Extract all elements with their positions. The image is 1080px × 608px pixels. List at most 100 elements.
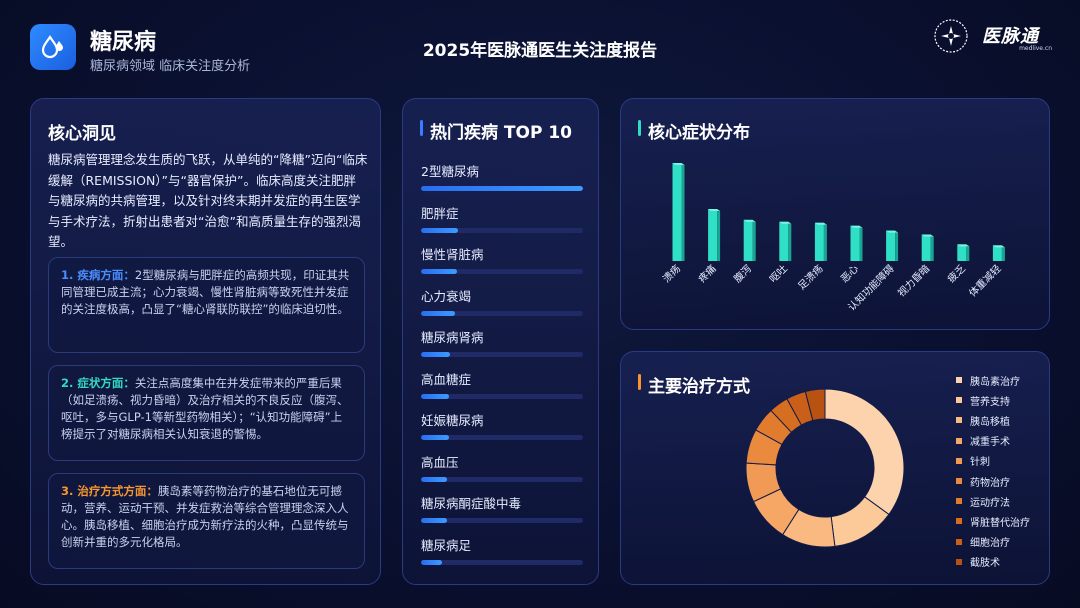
disease-label: 肥胖症 bbox=[421, 205, 459, 221]
disease-bar-track bbox=[421, 310, 583, 316]
legend-item: 药物治疗 bbox=[956, 471, 1030, 491]
disease-label: 高血糖症 bbox=[421, 371, 472, 387]
legend-label: 减重手术 bbox=[970, 437, 1010, 449]
legend-label: 药物治疗 bbox=[970, 477, 1010, 489]
legend-item: 减重手术 bbox=[956, 431, 1030, 451]
disease-bar-track bbox=[421, 476, 583, 482]
disease-item: 糖尿病酮症酸中毒 bbox=[421, 493, 583, 523]
disease-bar-track bbox=[421, 435, 583, 440]
title-accent-mark bbox=[638, 120, 641, 136]
disease-bar-track bbox=[421, 352, 583, 357]
disease-bar-fill bbox=[421, 476, 447, 482]
symptom-card: 溃疡 疼痛 腹泻 呕吐 足溃疡 恶心 认知功能障碍 视力昏暗 疲乏 体重减轻 核心症状分布 bbox=[620, 98, 1050, 330]
disease-bar-fill bbox=[421, 269, 457, 274]
symptom-tick-label: 视力昏暗 bbox=[895, 262, 932, 299]
top10-card: 热门疾病 TOP 10 2型糖尿病 肥胖症 慢性肾脏病 心力衰竭 糖尿病肾病 高血糖症 妊娠… bbox=[402, 98, 599, 585]
disease-bar-track bbox=[421, 393, 583, 399]
drop-icon bbox=[41, 35, 63, 59]
legend-item: 细胞治疗 bbox=[956, 532, 1030, 552]
symptom-tick-label: 呕吐 bbox=[767, 263, 790, 286]
symptom-bar bbox=[672, 163, 685, 261]
treatment-slice bbox=[824, 388, 905, 516]
legend-swatch bbox=[956, 417, 962, 424]
legend-swatch bbox=[956, 457, 962, 464]
symptom-tick-label: 恶心 bbox=[838, 263, 861, 286]
disease-item: 高血糖症 bbox=[421, 369, 583, 399]
legend-swatch bbox=[956, 478, 962, 485]
legend-swatch bbox=[956, 437, 962, 444]
disease-bar-fill bbox=[421, 352, 451, 357]
disease-bar-fill bbox=[421, 435, 449, 440]
point-body: 关注点高度集中在并发症带来的严重后果（如足溃疡、视力昏暗）及治疗相关的不良反应（… bbox=[61, 376, 349, 441]
disease-item: 2型糖尿病 bbox=[421, 161, 583, 191]
legend-swatch bbox=[956, 397, 962, 404]
treatment-chart-title: 主要治疗方式 bbox=[648, 377, 750, 397]
disease-bar-track bbox=[421, 186, 583, 191]
legend-label: 针刺 bbox=[970, 457, 990, 469]
symptom-bar bbox=[708, 209, 721, 261]
disease-bar-track bbox=[421, 227, 583, 233]
legend-label: 营养支持 bbox=[970, 396, 1010, 408]
legend-item: 截肢术 bbox=[956, 552, 1030, 572]
disease-item: 肥胖症 bbox=[421, 203, 583, 233]
symptom-bar bbox=[743, 219, 756, 261]
disease-bar-track bbox=[421, 518, 583, 523]
symptom-tick-label: 体重减轻 bbox=[966, 262, 1003, 299]
symptom-tick-label: 溃疡 bbox=[660, 262, 683, 285]
legend-item: 胰岛素治疗 bbox=[956, 370, 1030, 390]
disease-bar-fill bbox=[421, 559, 443, 565]
symptom-bar bbox=[992, 245, 1005, 261]
symptom-tick-label: 腹泻 bbox=[731, 262, 754, 285]
symptom-tick-label: 足溃疡 bbox=[795, 262, 825, 292]
disease-item: 慢性肾脏病 bbox=[421, 244, 583, 274]
disease-label: 糖尿病酮症酸中毒 bbox=[421, 496, 522, 511]
disease-label: 妊娠糖尿病 bbox=[421, 413, 484, 428]
point-head: 3. 治疗方式方面： bbox=[61, 484, 158, 498]
disease-item: 糖尿病肾病 bbox=[421, 327, 583, 357]
point-head: 1. 疾病方面： bbox=[61, 268, 135, 282]
disease-label: 慢性肾脏病 bbox=[421, 247, 484, 262]
treatment-donut-chart bbox=[745, 388, 905, 548]
legend-swatch bbox=[956, 518, 962, 525]
symptom-bar bbox=[886, 230, 899, 261]
treatment-slice bbox=[804, 388, 826, 422]
insight-point-treatment: 3. 治疗方式方面：胰岛素等药物治疗的基石地位无可撼动，营养、运动干预、并发症救… bbox=[48, 473, 365, 569]
legend-item: 肾脏替代治疗 bbox=[956, 511, 1030, 531]
insight-point-disease: 1. 疾病方面：2型糖尿病与肥胖症的高频共现，印证其共同管理已成主流；心力衰竭、… bbox=[48, 257, 365, 353]
symptom-tick-label: 疼痛 bbox=[695, 262, 718, 285]
symptom-bar bbox=[957, 244, 970, 261]
legend-swatch bbox=[956, 377, 962, 384]
legend-label: 肾脏替代治疗 bbox=[970, 517, 1030, 529]
symptom-chart-title: 核心症状分布 bbox=[648, 123, 750, 143]
app-title: 糖尿病 bbox=[90, 30, 157, 55]
legend-item: 胰岛移植 bbox=[956, 410, 1030, 430]
disease-label: 高血压 bbox=[421, 454, 459, 470]
disease-item: 妊娠糖尿病 bbox=[421, 410, 583, 440]
disease-item: 糖尿病足 bbox=[421, 535, 583, 565]
legend-label: 运动疗法 bbox=[970, 497, 1010, 509]
disease-bar-fill bbox=[421, 186, 583, 191]
legend-label: 细胞治疗 bbox=[970, 538, 1010, 550]
logo-url: medlive.cn bbox=[1019, 45, 1052, 52]
symptom-bar bbox=[850, 225, 863, 261]
legend-swatch bbox=[956, 558, 962, 565]
disease-bar-fill bbox=[421, 393, 449, 399]
app-icon bbox=[30, 24, 76, 70]
disease-label: 心力衰竭 bbox=[421, 288, 472, 304]
disease-bar-fill bbox=[421, 518, 447, 523]
insight-card: 核心洞见 糖尿病管理理念发生质的飞跃，从单纯的“降糖”迈向“临床缓解（REMIS… bbox=[30, 98, 381, 585]
treatment-card: 主要治疗方式 胰岛素治疗营养支持胰岛移植减重手术针刺药物治疗运动疗法肾脏替代治疗… bbox=[620, 351, 1050, 585]
legend-swatch bbox=[956, 498, 962, 505]
emblem-logo-icon bbox=[934, 19, 968, 53]
legend-label: 胰岛素治疗 bbox=[970, 376, 1020, 388]
logo-text: 医脉通 bbox=[982, 26, 1039, 47]
insight-intro: 糖尿病管理理念发生质的飞跃，从单纯的“降糖”迈向“临床缓解（REMISSION）… bbox=[48, 152, 368, 249]
symptom-bar bbox=[779, 221, 792, 261]
disease-label: 2型糖尿病 bbox=[421, 164, 479, 179]
point-body: 胰岛素等药物治疗的基石地位无可撼动，营养、运动干预、并发症救治等综合管理理念深入… bbox=[61, 484, 349, 549]
disease-item: 高血压 bbox=[421, 452, 583, 482]
disease-bar-fill bbox=[421, 227, 459, 233]
symptom-bar bbox=[921, 234, 934, 261]
legend-item: 营养支持 bbox=[956, 390, 1030, 410]
